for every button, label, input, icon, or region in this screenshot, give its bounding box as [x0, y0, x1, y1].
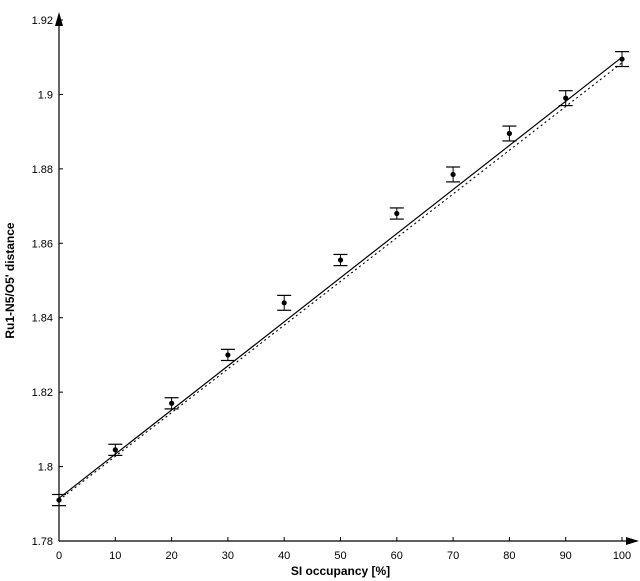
y-axis-arrow	[55, 12, 63, 26]
data-point	[619, 56, 625, 62]
x-tick-label: 30	[222, 550, 234, 562]
data-point	[563, 95, 569, 101]
data-point	[281, 300, 287, 306]
x-ticks: 0 10 20 30 40 50 60 70 80 90 100	[56, 537, 631, 562]
y-tick-label: 1.82	[32, 387, 53, 399]
x-tick-label: 80	[503, 550, 515, 562]
x-tick-label: 90	[560, 550, 572, 562]
data-point	[506, 130, 512, 137]
data-point	[169, 400, 175, 406]
data-point	[225, 352, 231, 358]
data-point	[112, 447, 118, 453]
y-ticks: 1.78 1.8 1.82 1.84 1.86 1.88 1.9 1.92	[32, 15, 63, 548]
x-tick-label: 20	[165, 550, 177, 562]
x-tick-label: 40	[278, 550, 290, 562]
data-points	[52, 51, 629, 507]
x-tick-label: 50	[334, 550, 346, 562]
x-tick-label: 60	[391, 550, 403, 562]
y-tick-label: 1.92	[32, 15, 53, 27]
x-tick-label: 70	[447, 550, 459, 562]
x-tick-label: 100	[613, 550, 631, 562]
y-tick-label: 1.8	[38, 462, 53, 474]
x-axis-label: SI occupancy [%]	[291, 564, 390, 578]
axes	[55, 12, 639, 545]
data-point	[394, 210, 400, 217]
x-tick-label: 10	[109, 550, 121, 562]
data-point	[337, 257, 344, 263]
dotted-fit-line	[58, 62, 623, 501]
solid-fit-line	[58, 56, 623, 499]
y-tick-label: 1.78	[32, 536, 53, 548]
x-axis-arrow	[626, 537, 639, 545]
y-axis-label: Ru1-N5/O5' distance	[3, 222, 17, 339]
x-tick-label: 0	[56, 550, 62, 562]
y-tick-label: 1.9	[38, 89, 53, 101]
y-tick-label: 1.86	[32, 238, 53, 250]
y-tick-label: 1.88	[32, 164, 53, 176]
data-point	[450, 171, 456, 178]
fit-lines	[58, 56, 623, 501]
y-tick-label: 1.84	[32, 313, 53, 325]
data-point	[56, 497, 62, 503]
